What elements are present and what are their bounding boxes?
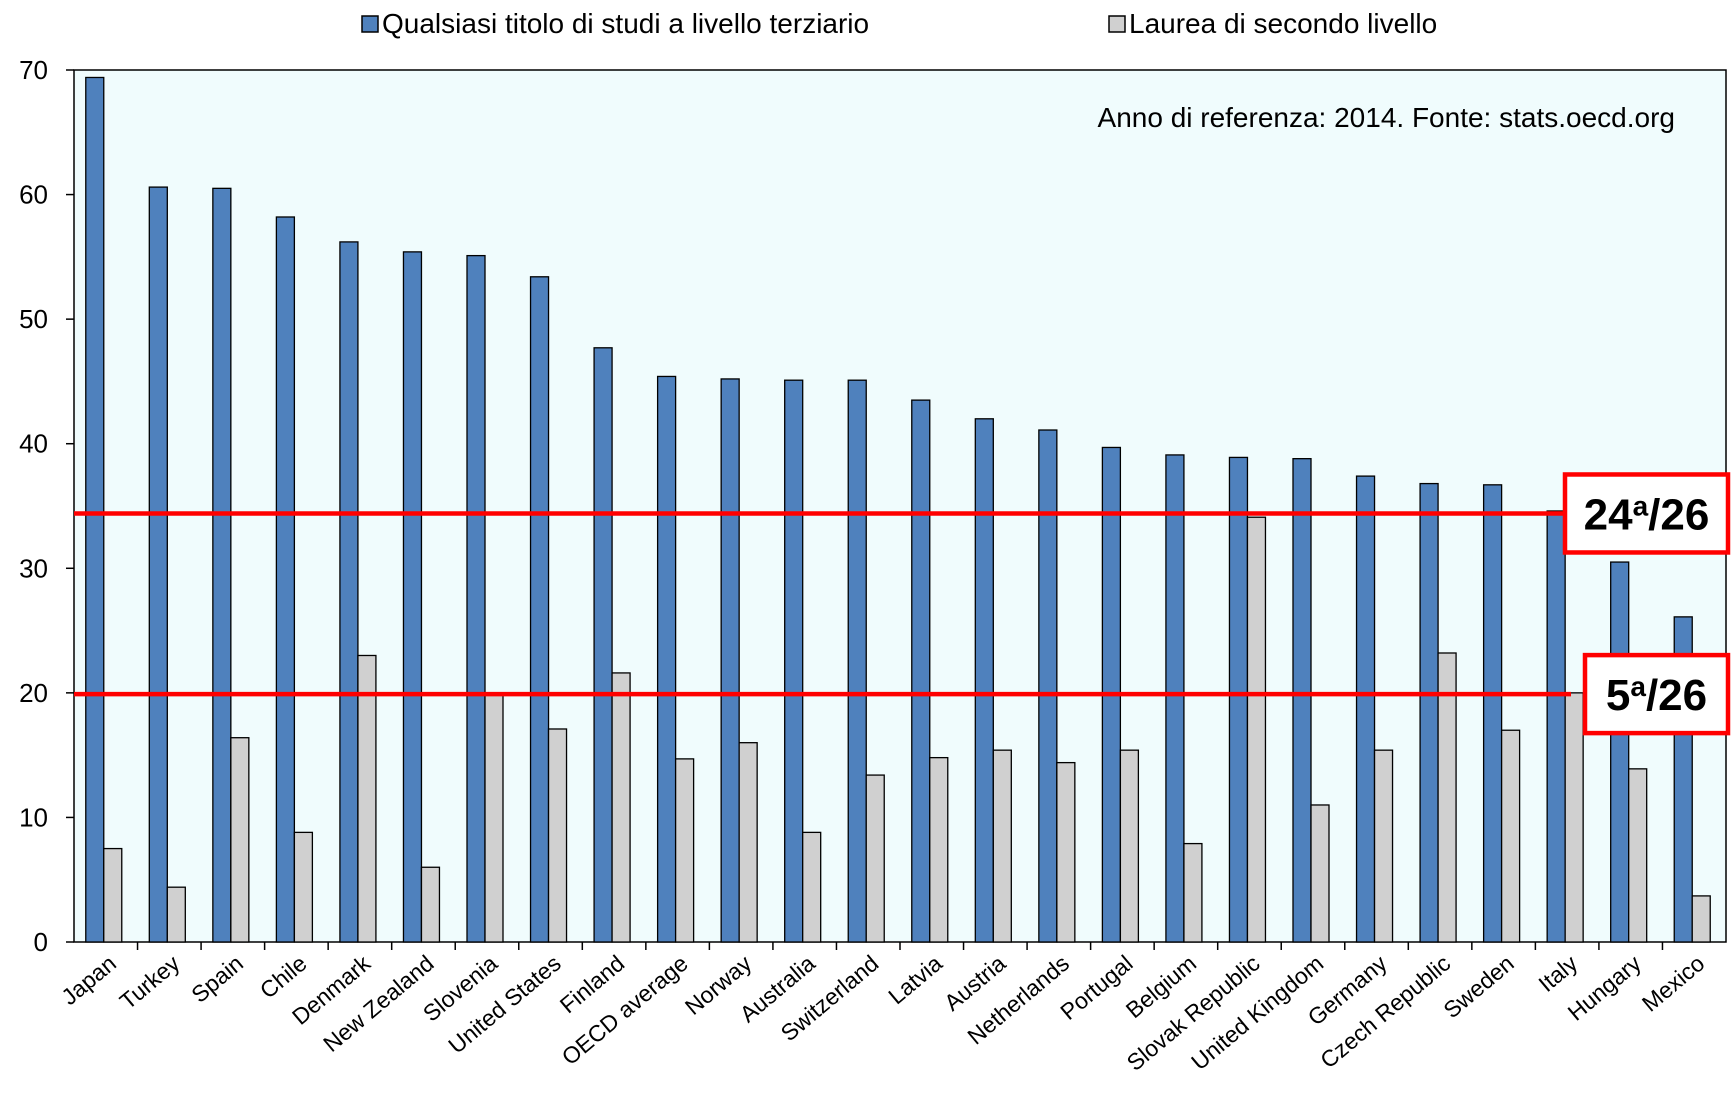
- legend-label-second-level: Laurea di secondo livello: [1129, 8, 1437, 39]
- rank-box: [1582, 652, 1731, 736]
- legend: Qualsiasi titolo di studi a livello terz…: [361, 8, 1437, 39]
- x-tick-label: Italy: [1533, 950, 1582, 997]
- y-tick-label: 0: [34, 927, 48, 957]
- x-tick-label: Turkey: [115, 950, 185, 1015]
- bar-tertiary: [1610, 561, 1630, 943]
- bar-second-level: [1628, 768, 1648, 943]
- source-annotation: Anno di referenza: 2014. Fonte: stats.oe…: [1098, 102, 1675, 133]
- bar-tertiary: [1228, 456, 1249, 943]
- rank-box: [1562, 472, 1731, 555]
- bar-second-level: [103, 847, 123, 943]
- bar-tertiary: [466, 254, 486, 943]
- bar-tertiary: [720, 378, 740, 943]
- y-tick-label: 50: [19, 304, 48, 334]
- bar-second-level: [547, 728, 568, 943]
- bar-second-level: [738, 742, 758, 943]
- bar-second-level: [166, 886, 186, 943]
- x-tick-label: Latvia: [883, 950, 947, 1010]
- bar-second-level: [420, 866, 441, 943]
- bar-tertiary: [1355, 475, 1376, 943]
- x-tick-label: United States: [443, 950, 565, 1059]
- bar-tertiary: [911, 399, 931, 943]
- legend-swatch-tertiary: [361, 15, 379, 33]
- x-tick-label: Hungary: [1563, 950, 1647, 1026]
- plot-area: [73, 69, 1727, 943]
- bar-tertiary: [148, 186, 168, 943]
- bar-second-level: [929, 756, 949, 943]
- bar-second-level: [802, 831, 822, 943]
- x-tick-label: Mexico: [1637, 950, 1710, 1017]
- bar-second-level: [1500, 729, 1521, 943]
- bar-second-level: [1373, 749, 1394, 943]
- bar-tertiary: [656, 375, 677, 943]
- y-tick-label: 40: [19, 429, 48, 459]
- bar-tertiary: [1419, 482, 1439, 943]
- bar-second-level: [611, 672, 631, 943]
- reference-lines: 24a/26 5a/26: [74, 472, 1731, 736]
- bar-second-level: [1564, 692, 1584, 943]
- bar-second-level: [865, 774, 885, 943]
- bar-second-level: [1437, 652, 1457, 943]
- bar-second-level: [1310, 804, 1330, 943]
- bar-tertiary: [847, 379, 867, 943]
- rank-label: 5a/26: [1606, 671, 1707, 720]
- bar-tertiary: [85, 76, 105, 943]
- bar-tertiary: [784, 379, 804, 943]
- bar-tertiary: [275, 216, 296, 943]
- bar-tertiary: [212, 187, 232, 943]
- bar-second-level: [230, 737, 250, 943]
- bar-tertiary: [1546, 510, 1566, 943]
- bars: [85, 76, 1711, 943]
- y-tick-label: 20: [19, 678, 48, 708]
- bar-tertiary: [339, 241, 359, 943]
- bar-second-level: [1056, 761, 1076, 943]
- bar-second-level: [674, 758, 695, 943]
- bar-tertiary: [593, 347, 613, 943]
- legend-swatch-second-level: [1108, 15, 1126, 33]
- legend-label-tertiary: Qualsiasi titolo di studi a livello terz…: [382, 8, 869, 39]
- bar-second-level: [484, 693, 504, 943]
- x-tick-label: Japan: [56, 950, 121, 1010]
- y-tick-label: 70: [19, 55, 48, 85]
- y-axis: 0 10 20 30 40 50 60 70: [19, 55, 74, 957]
- bar-second-level: [357, 654, 377, 943]
- bar-second-level: [1183, 842, 1203, 943]
- x-tick-label: Sweden: [1438, 950, 1518, 1023]
- bar-tertiary: [1292, 458, 1312, 943]
- bar-second-level: [293, 831, 314, 943]
- y-tick-label: 60: [19, 180, 48, 210]
- y-tick-label: 10: [19, 802, 48, 832]
- bar-second-level: [992, 749, 1012, 943]
- bar-second-level: [1119, 749, 1140, 943]
- bar-tertiary: [1482, 484, 1503, 943]
- bar-tertiary: [1165, 454, 1185, 943]
- bar-second-level: [1691, 895, 1711, 943]
- bar-tertiary: [1038, 429, 1058, 943]
- y-tick-label: 30: [19, 553, 48, 583]
- bar-tertiary: [974, 418, 994, 943]
- bar-tertiary: [529, 276, 550, 943]
- x-tick-label: Spain: [186, 950, 248, 1008]
- rank-label: 24a/26: [1584, 490, 1710, 539]
- bar-second-level: [1246, 516, 1267, 943]
- bar-tertiary: [402, 251, 423, 943]
- x-tick-label: Portugal: [1055, 950, 1137, 1025]
